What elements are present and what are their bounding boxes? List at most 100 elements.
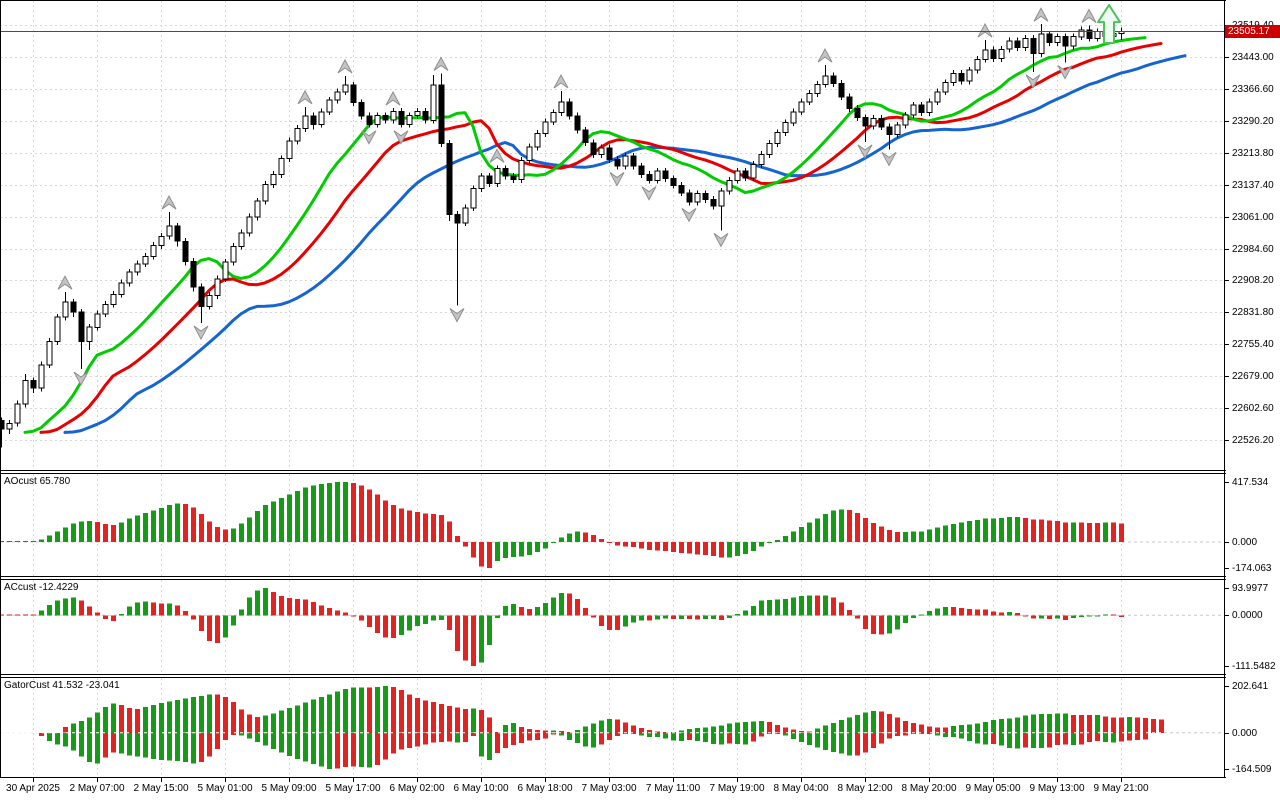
oscillator-bar bbox=[623, 542, 628, 547]
fractal-up-icon bbox=[553, 73, 569, 89]
oscillator-bar bbox=[239, 523, 244, 543]
price-axis-label: 22526.20 bbox=[1232, 435, 1274, 446]
oscillator-bar bbox=[895, 532, 900, 542]
oscillator-bar bbox=[783, 727, 788, 733]
oscillator-bar bbox=[383, 732, 388, 760]
candle-down bbox=[878, 118, 885, 128]
oscillator-bar bbox=[255, 732, 260, 742]
oscillator-bar bbox=[175, 699, 180, 733]
oscillator-bar bbox=[455, 535, 460, 542]
grid-layer bbox=[0, 0, 1224, 470]
candle-down bbox=[382, 115, 389, 121]
axis-tick bbox=[865, 778, 866, 782]
oscillator-bar bbox=[247, 714, 252, 733]
oscillator-bar bbox=[103, 707, 108, 733]
oscillator-bar bbox=[751, 732, 756, 742]
price-axis-label: 23213.80 bbox=[1232, 148, 1274, 159]
candle-up bbox=[126, 271, 133, 284]
gator-pane-title: GatorCust 41.532 -23.041 bbox=[4, 680, 120, 691]
oscillator-bar bbox=[999, 518, 1004, 542]
oscillator-bar bbox=[671, 731, 676, 733]
oscillator-bar bbox=[919, 531, 924, 542]
candle-up bbox=[238, 232, 245, 247]
axis-tick bbox=[161, 778, 162, 782]
oscillator-bar bbox=[639, 728, 644, 733]
candle-up bbox=[910, 104, 917, 116]
candle-up bbox=[262, 184, 269, 202]
oscillator-bar bbox=[559, 537, 564, 542]
oscillator-bar bbox=[583, 732, 588, 747]
oscillator-bar bbox=[903, 615, 908, 623]
oscillator-bar bbox=[1079, 732, 1084, 745]
candle-up bbox=[654, 170, 661, 181]
candle-down bbox=[310, 115, 317, 125]
oscillator-bar bbox=[167, 505, 172, 542]
main-price-pane[interactable] bbox=[0, 0, 1224, 470]
oscillator-bar bbox=[295, 705, 300, 733]
gator-indicator-pane[interactable] bbox=[0, 678, 1224, 777]
oscillator-bar bbox=[751, 606, 756, 616]
oscillator-bar bbox=[767, 542, 772, 544]
oscillator-bar bbox=[951, 732, 956, 738]
oscillator-bar bbox=[455, 732, 460, 743]
oscillator-bar bbox=[367, 615, 372, 628]
fractal-up-icon bbox=[297, 89, 313, 105]
time-axis-label: 5 May 09:00 bbox=[261, 783, 317, 794]
oscillator-bar bbox=[527, 542, 532, 555]
candle-up bbox=[214, 278, 221, 296]
price-axis-label: 22831.80 bbox=[1232, 307, 1274, 318]
ao-indicator-pane[interactable] bbox=[0, 474, 1224, 576]
candle-up bbox=[118, 282, 125, 295]
pane-separator[interactable] bbox=[0, 674, 1226, 678]
oscillator-bar bbox=[1143, 718, 1148, 733]
oscillator-bar bbox=[1143, 732, 1148, 740]
oscillator-bar bbox=[279, 732, 284, 753]
candle-down bbox=[174, 225, 181, 242]
oscillator-bar bbox=[583, 726, 588, 733]
price-axis-label: 23061.00 bbox=[1232, 212, 1274, 223]
oscillator-bar bbox=[671, 542, 676, 552]
oscillator-bar bbox=[295, 599, 300, 616]
oscillator-bar bbox=[511, 732, 516, 745]
oscillator-bar bbox=[775, 732, 780, 734]
oscillator-bar bbox=[367, 732, 372, 768]
candle-up bbox=[790, 111, 797, 124]
oscillator-bar bbox=[775, 724, 780, 733]
oscillator-bar bbox=[87, 717, 92, 733]
oscillator-bar bbox=[631, 615, 636, 623]
fractal-up-icon bbox=[817, 48, 833, 63]
time-axis-label: 6 May 02:00 bbox=[389, 783, 445, 794]
oscillator-bar bbox=[895, 732, 900, 737]
oscillator-bar bbox=[1095, 732, 1100, 742]
oscillator-bar bbox=[751, 721, 756, 733]
oscillator-bar bbox=[191, 697, 196, 733]
oscillator-bar bbox=[647, 615, 652, 621]
pane-separator[interactable] bbox=[0, 470, 1226, 474]
axis-tick bbox=[289, 778, 290, 782]
oscillator-bar bbox=[607, 542, 612, 543]
oscillator-bar bbox=[47, 732, 52, 742]
axis-tick bbox=[1224, 733, 1229, 734]
oscillator-bar bbox=[279, 595, 284, 616]
ac-indicator-pane[interactable] bbox=[0, 580, 1224, 674]
axis-tick bbox=[1224, 542, 1229, 543]
axis-tick bbox=[1224, 666, 1229, 667]
candle-down bbox=[630, 155, 637, 167]
oscillator-bar bbox=[687, 615, 692, 620]
oscillator-bar bbox=[871, 711, 876, 733]
candle-down bbox=[846, 96, 853, 110]
oscillator-bar bbox=[575, 729, 580, 733]
oscillator-bar bbox=[23, 614, 28, 616]
oscillator-bar bbox=[527, 732, 532, 741]
candle-up bbox=[22, 380, 29, 405]
fractal-up-icon bbox=[489, 148, 505, 163]
pane-separator[interactable] bbox=[0, 576, 1226, 580]
oscillator-bar bbox=[1135, 732, 1140, 740]
candle-down bbox=[78, 311, 85, 342]
candle-up bbox=[902, 114, 909, 126]
oscillator-bar bbox=[983, 609, 988, 616]
oscillator-bar bbox=[727, 542, 732, 558]
candle-down bbox=[1086, 29, 1093, 39]
oscillator-bar bbox=[927, 529, 932, 543]
